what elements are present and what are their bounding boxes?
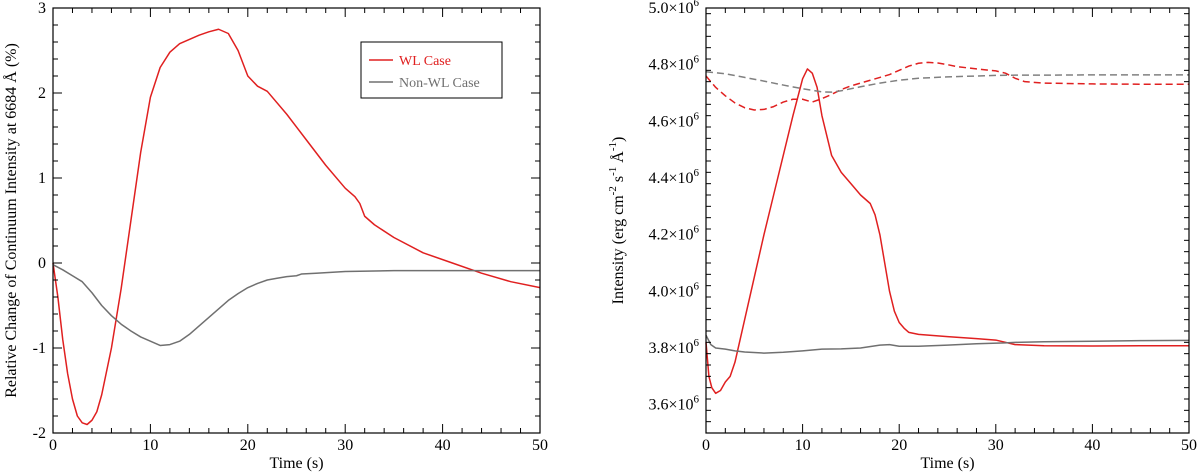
right-axis-ticks: 0 10 20 30 40 50 3.6×106 3.8×106 4.0×106 4.2×106 4… — [648, 0, 1197, 454]
right-x-tick-label: 0 — [702, 437, 710, 454]
left-chart-panel: 0 10 20 30 40 50 -2 -1 0 1 2 3 Time (s) Relative Ch… — [2, 0, 548, 472]
legend: WL Case Non-WL Case — [360, 41, 503, 99]
right-series-non-wl-case-solid — [705, 334, 1190, 354]
right-x-tick-label: 30 — [988, 437, 1004, 454]
right-series-wl-case-solid — [705, 68, 1189, 395]
right-series-wl-case-dashed — [705, 61, 1189, 111]
right-x-tick-label: 50 — [1181, 437, 1197, 454]
right-y-tick-label: 3.8×106 — [648, 337, 699, 357]
left-y-tick-label: -1 — [33, 340, 46, 357]
left-plot-frame — [52, 7, 541, 434]
right-x-tick-label: 10 — [795, 437, 811, 454]
left-series-non-wl-case — [52, 264, 540, 347]
right-plot-area — [705, 61, 1190, 395]
left-x-tick-label: 0 — [49, 437, 57, 454]
right-x-tick-label: 40 — [1084, 437, 1100, 454]
legend-box — [360, 41, 503, 99]
right-chart-panel: 0 10 20 30 40 50 3.6×106 3.8×106 4.0×106 4.2×106 4… — [607, 0, 1197, 472]
right-plot-frame — [705, 7, 1190, 434]
right-y-tick-label: 5.0×106 — [648, 0, 699, 17]
left-y-tick-label: 1 — [38, 170, 46, 187]
right-y-tick-label: 4.6×106 — [648, 110, 699, 130]
left-series-wl-case — [52, 28, 541, 426]
left-plot-area — [52, 28, 541, 426]
right-y-tick-label: 3.6×106 — [648, 394, 699, 414]
right-y-axis-title: Intensity (erg cm-2 s-1 Å-1) — [607, 137, 627, 305]
right-y-tick-label: 4.4×106 — [648, 167, 699, 187]
left-x-tick-label: 10 — [142, 437, 158, 454]
left-x-tick-label: 20 — [240, 437, 256, 454]
right-x-axis-title: Time (s) — [920, 455, 974, 472]
left-y-tick-label: 2 — [38, 85, 46, 102]
legend-label-wl-case: WL Case — [399, 54, 451, 69]
right-series-non-wl-case-dashed — [705, 71, 1189, 93]
left-y-tick-label: 3 — [38, 0, 46, 17]
left-x-tick-label: 30 — [337, 437, 353, 454]
right-y-tick-label: 4.8×106 — [648, 54, 699, 74]
right-y-tick-label: 4.2×106 — [648, 224, 699, 244]
left-y-axis-title: Relative Change of Continuum Intensity a… — [2, 43, 20, 398]
left-axis-ticks: 0 10 20 30 40 50 -2 -1 0 1 2 3 — [33, 0, 548, 454]
right-x-tick-label: 20 — [891, 437, 907, 454]
left-y-tick-label: 0 — [38, 255, 46, 272]
left-x-tick-label: 40 — [435, 437, 451, 454]
left-x-axis-title: Time (s) — [269, 455, 323, 472]
left-y-tick-label: -2 — [33, 425, 46, 442]
left-x-tick-label: 50 — [532, 437, 548, 454]
legend-label-non-wl-case: Non-WL Case — [399, 76, 480, 91]
right-y-tick-label: 4.0×106 — [648, 280, 699, 300]
